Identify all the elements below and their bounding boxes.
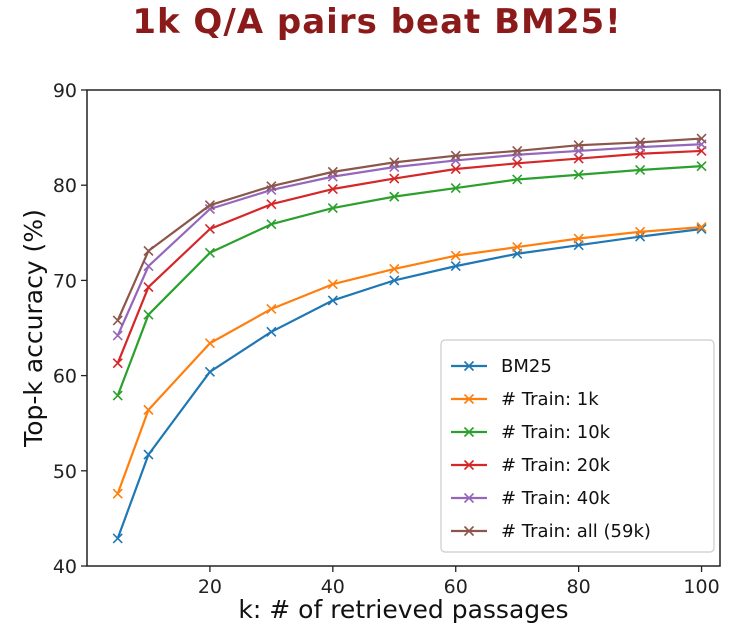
data-point-marker (635, 164, 646, 176)
chart-title: 1k Q/A pairs beat BM25! (132, 2, 622, 42)
data-point-marker (204, 223, 215, 235)
data-point-marker (112, 330, 123, 341)
data-point-marker (327, 295, 338, 306)
data-point-marker (327, 279, 338, 290)
data-point-marker (696, 133, 707, 144)
data-point-marker (696, 161, 707, 172)
data-point-marker (450, 163, 461, 175)
data-point-marker (143, 281, 154, 293)
data-point-marker (512, 174, 523, 185)
legend-marker (463, 426, 475, 438)
data-point-marker (112, 358, 123, 369)
data-point-marker (143, 245, 154, 256)
series-lines (112, 133, 707, 544)
data-point-marker (112, 488, 123, 499)
data-point-marker (143, 309, 154, 320)
data-point-marker (143, 449, 154, 460)
plot-frame (86, 89, 721, 567)
data-point-marker (635, 231, 646, 242)
legend-label: # Train: 40k (501, 488, 611, 509)
data-point-marker (512, 158, 523, 169)
data-point-marker (143, 404, 154, 415)
data-point-marker (112, 390, 123, 401)
data-point-marker (573, 169, 584, 180)
data-point-marker (266, 199, 277, 210)
x-axis-label: k: # of retrieved passages (238, 595, 568, 624)
data-point-marker (389, 191, 400, 202)
data-point-marker (573, 233, 584, 244)
data-point-marker (696, 223, 707, 235)
data-point-marker (696, 222, 707, 233)
data-point-marker (389, 275, 400, 286)
data-point-marker (450, 261, 461, 272)
data-point-marker (450, 150, 461, 161)
axis-ticks: 20 40 60 80 100 40 50 60 70 80 90 (53, 80, 720, 598)
data-point-marker (204, 200, 215, 211)
data-point-marker (389, 173, 400, 184)
y-tick-label: 40 (53, 556, 77, 578)
x-tick-label: 60 (444, 576, 468, 598)
legend-marker (463, 492, 475, 504)
legend-label: BM25 (501, 356, 552, 377)
data-point-marker (143, 261, 154, 272)
data-point-marker (635, 137, 646, 148)
legend-marker (463, 459, 475, 471)
series-5 (112, 133, 707, 326)
data-point-marker (512, 242, 523, 253)
data-point-marker (327, 183, 338, 195)
y-axis-label: Top-k accuracy (%) (19, 209, 48, 448)
data-point-marker (573, 153, 584, 164)
data-point-marker (573, 140, 584, 151)
legend-marker (463, 525, 475, 537)
y-tick-label: 80 (53, 175, 77, 197)
series-1 (112, 222, 707, 499)
data-point-marker (204, 338, 215, 349)
data-point-marker (266, 219, 277, 230)
legend-label: # Train: 1k (501, 389, 599, 410)
series-3 (112, 145, 707, 369)
x-tick-label: 100 (683, 576, 719, 598)
data-point-marker (112, 533, 123, 544)
legend-box (440, 339, 715, 553)
y-tick-label: 70 (53, 270, 77, 292)
data-point-marker (635, 142, 646, 153)
data-point-marker (450, 250, 461, 261)
legend-marker (463, 360, 475, 372)
legend-label: # Train: 20k (501, 455, 611, 476)
y-tick-label: 90 (53, 80, 77, 102)
x-tick-label: 80 (567, 576, 591, 598)
legend-marker (463, 393, 475, 405)
data-point-marker (450, 155, 461, 166)
data-point-marker (450, 182, 461, 194)
data-point-marker (389, 263, 400, 275)
x-tick-label: 20 (198, 576, 222, 598)
data-point-marker (204, 203, 215, 215)
data-point-marker (112, 315, 123, 326)
series-4 (112, 139, 707, 341)
series-2 (112, 161, 707, 401)
data-point-marker (512, 145, 523, 156)
data-point-marker (389, 157, 400, 168)
data-point-marker (204, 366, 215, 377)
data-point-marker (204, 247, 215, 258)
legend-label: # Train: all (59k) (501, 521, 651, 542)
data-point-marker (389, 162, 400, 173)
data-point-marker (635, 226, 646, 237)
legend: BM25 # Train: 1k # Train: 10k # Train: 20k #… (440, 339, 715, 553)
legend-label: # Train: 10k (501, 422, 611, 443)
y-tick-label: 50 (53, 461, 77, 483)
x-tick-label: 40 (321, 576, 345, 598)
data-point-marker (327, 166, 338, 177)
data-point-marker (327, 202, 338, 214)
data-point-marker (266, 181, 277, 192)
y-tick-label: 60 (53, 366, 77, 388)
data-point-marker (266, 303, 277, 315)
data-point-marker (266, 326, 277, 337)
series-0 (112, 223, 707, 544)
